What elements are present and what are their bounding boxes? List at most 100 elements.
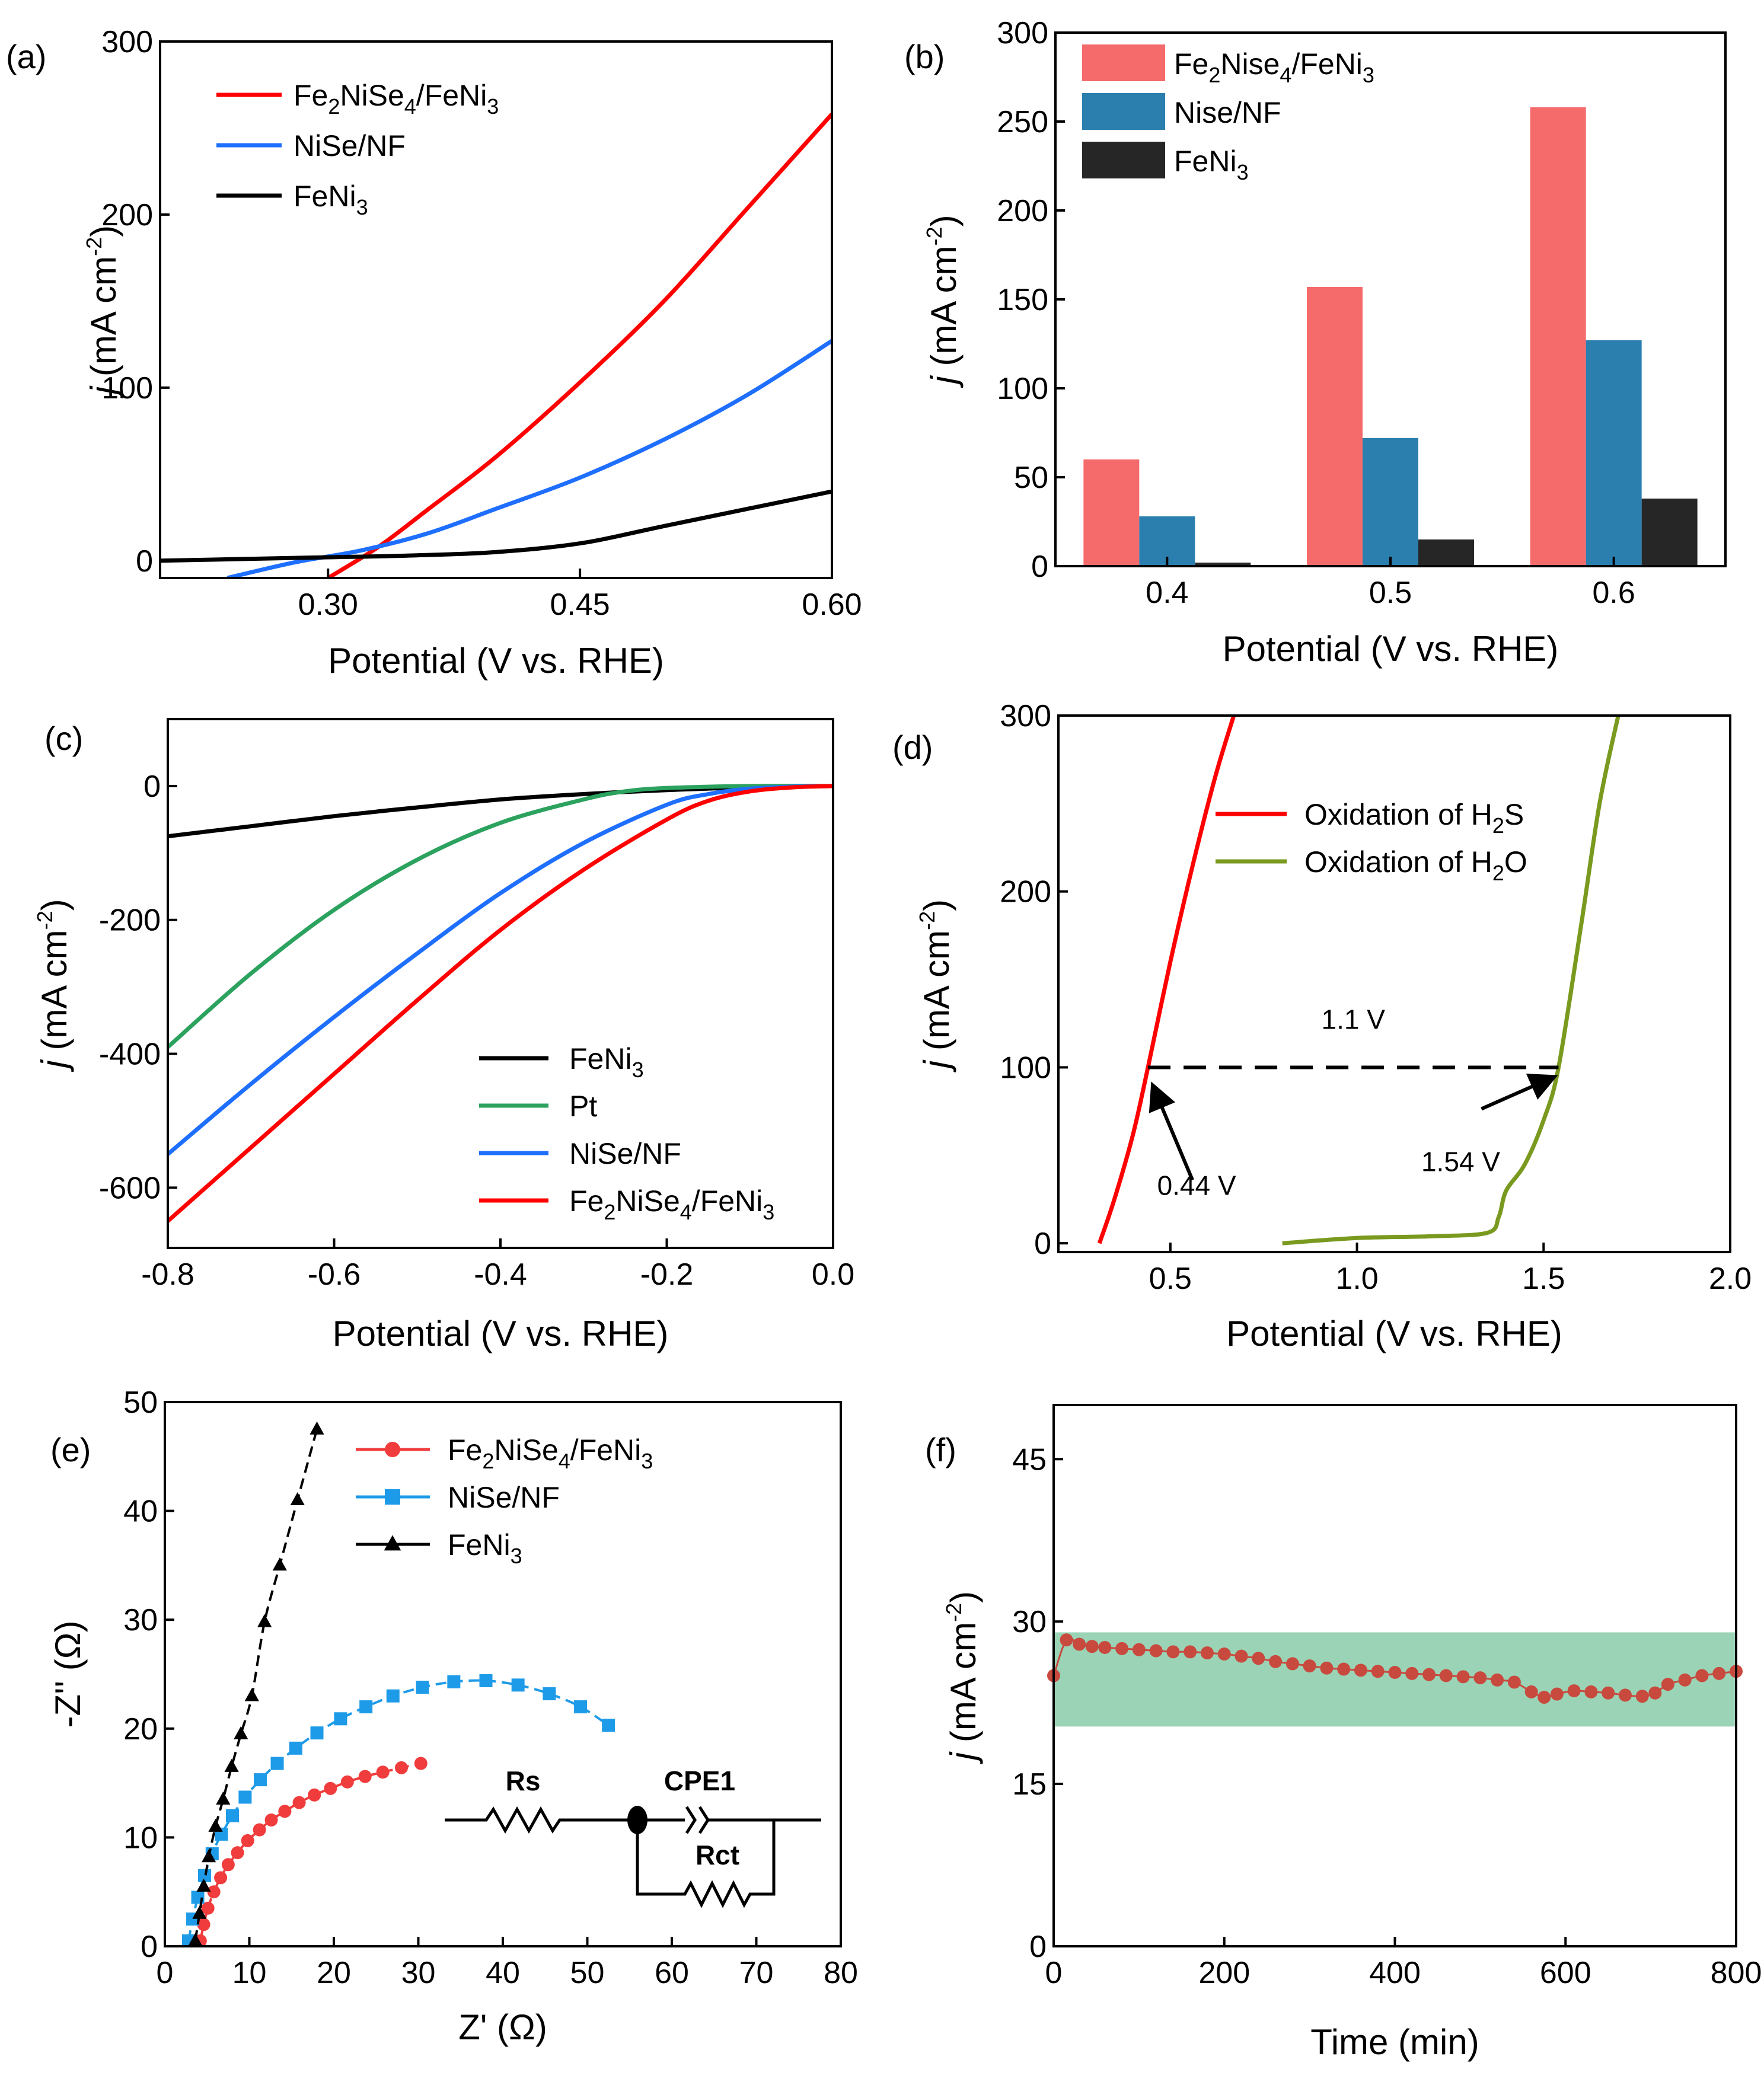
y-axis-label: j (mA cm-2) [942, 1591, 983, 1764]
data-point-current [1337, 1662, 1351, 1676]
y-tick-label: 0 [1031, 550, 1048, 584]
x-tick-label: 200 [1198, 1956, 1250, 1990]
panel-label: (a) [6, 38, 46, 75]
data-point-current [1635, 1690, 1649, 1703]
y-axis-label: j (mA cm-2) [915, 899, 956, 1072]
panel-d: 0.5 1.0 1.5 2.0 0 100 200 300 (d) Potential (V vs… [892, 699, 1752, 1353]
data-point-current [1678, 1673, 1692, 1687]
data-point-current [1320, 1661, 1334, 1675]
legend-label: NiSe/NF [448, 1481, 560, 1514]
data-point-fe2nise4-feni3 [221, 1858, 235, 1872]
panel-label: (e) [50, 1431, 91, 1468]
x-tick-label: 60 [655, 1956, 689, 1990]
y-tick-label: 300 [1000, 699, 1051, 733]
data-point-nise-nf [447, 1675, 461, 1688]
series-line-pt [168, 784, 833, 1049]
y-tick-label: 250 [997, 105, 1048, 139]
x-tick-label: 50 [570, 1956, 605, 1990]
data-point-current [1439, 1669, 1453, 1682]
circuit-label-cpe: CPE1 [664, 1765, 735, 1796]
data-point-current [1098, 1641, 1112, 1655]
data-point-current [1354, 1663, 1367, 1677]
data-point-nise-nf [359, 1700, 373, 1714]
data-point-fe2nise4-feni3 [324, 1781, 337, 1795]
data-point-feni3 [290, 1492, 305, 1506]
y-tick-label: -200 [99, 903, 161, 938]
y-tick-label: 150 [997, 283, 1048, 317]
panel-label: (f) [925, 1431, 956, 1468]
x-tick-label: 1.0 [1335, 1262, 1378, 1296]
data-point-feni3 [208, 1818, 223, 1832]
data-point-nise-nf [226, 1809, 239, 1822]
resistor-rs [445, 1806, 634, 1834]
data-point-feni3 [244, 1688, 259, 1701]
y-tick-label: 45 [1012, 1442, 1047, 1477]
data-point-current [1285, 1657, 1299, 1671]
y-tick-label: 50 [1014, 461, 1048, 495]
data-point-current [1149, 1644, 1163, 1658]
series-line-nise-nf [227, 339, 832, 578]
data-point-feni3 [216, 1791, 231, 1805]
stability-band [1054, 1632, 1736, 1727]
y-tick-label: 300 [997, 16, 1048, 50]
data-point-nise-nf [197, 1869, 211, 1882]
bar-fe2nise4-feni3-0.4 [1083, 459, 1140, 566]
panel-b: 0.4 0.5 0.6 0 50 100 150 200 250 300 (b) Potential … [904, 16, 1727, 669]
panel-f: 0 200 400 600 800 0 15 30 45 (f) Time (min) j (mA c… [925, 1404, 1762, 2062]
data-point-current [1303, 1659, 1316, 1673]
cpe-element [637, 1806, 821, 1834]
data-point-fe2nise4-feni3 [340, 1775, 354, 1789]
y-tick-label: -600 [99, 1171, 161, 1205]
x-axis-label: Z' (Ω) [458, 2007, 547, 2047]
data-point-feni3 [202, 1849, 216, 1863]
equivalent-circuit: Rs CPE1 Rct [445, 1765, 821, 1908]
data-point-fe2nise4-feni3 [308, 1788, 321, 1802]
data-point-current [1388, 1666, 1402, 1680]
plot-frame [159, 40, 833, 579]
y-tick-label: 20 [123, 1712, 158, 1746]
resistor-rct [636, 1820, 776, 1908]
data-point-fe2nise4-feni3 [241, 1834, 254, 1847]
data-point-current [1491, 1673, 1504, 1687]
data-point-feni3 [224, 1758, 239, 1772]
legend-label: FeNi3 [1174, 145, 1249, 184]
bar-fe2nise4-feni3-0.6 [1530, 107, 1586, 566]
plot-frame [1057, 714, 1731, 1253]
y-tick-label: 100 [1000, 1051, 1051, 1085]
x-tick-label: -0.4 [474, 1257, 527, 1292]
y-tick-label: 40 [123, 1495, 158, 1529]
data-point-nise-nf [479, 1674, 493, 1688]
data-point-feni3 [188, 1933, 203, 1946]
x-axis-label: Time (min) [1310, 2022, 1479, 2062]
data-point-nise-nf [310, 1726, 324, 1740]
series-line-nise-nf [168, 784, 833, 1156]
y-tick-label: 300 [101, 25, 153, 59]
x-tick-label: 0.0 [812, 1257, 854, 1292]
x-tick-label: 20 [317, 1956, 351, 1990]
data-point-feni3 [192, 1905, 207, 1919]
bar-feni3-0.6 [1641, 499, 1698, 566]
x-tick-label: 400 [1369, 1956, 1421, 1990]
y-tick-label: 200 [1000, 875, 1051, 909]
data-point-current [1456, 1670, 1470, 1684]
bar-feni3-0.5 [1418, 539, 1474, 566]
data-point-current [1661, 1678, 1674, 1691]
legend-label: Oxidation of H2S [1304, 798, 1524, 838]
data-point-fe2nise4-feni3 [207, 1885, 221, 1899]
y-axis-label: j (mA cm-2) [82, 225, 123, 398]
legend-label: Nise/NF [1174, 96, 1281, 129]
legend-label: FeNi3 [569, 1042, 644, 1082]
y-tick-label: 200 [101, 198, 153, 232]
legend-label: NiSe/NF [294, 129, 406, 162]
y-tick-label: 15 [1012, 1767, 1047, 1802]
data-point-current [1073, 1637, 1086, 1651]
data-point-feni3 [234, 1726, 248, 1739]
x-tick-label: 0.5 [1149, 1262, 1192, 1296]
y-tick-label: 0 [1034, 1227, 1051, 1261]
data-point-current [1648, 1686, 1662, 1700]
data-point-nise-nf [416, 1681, 429, 1694]
data-point-fe2nise4-feni3 [197, 1918, 210, 1931]
y-tick-label: 0 [143, 769, 161, 804]
data-point-fe2nise4-feni3 [253, 1823, 266, 1837]
